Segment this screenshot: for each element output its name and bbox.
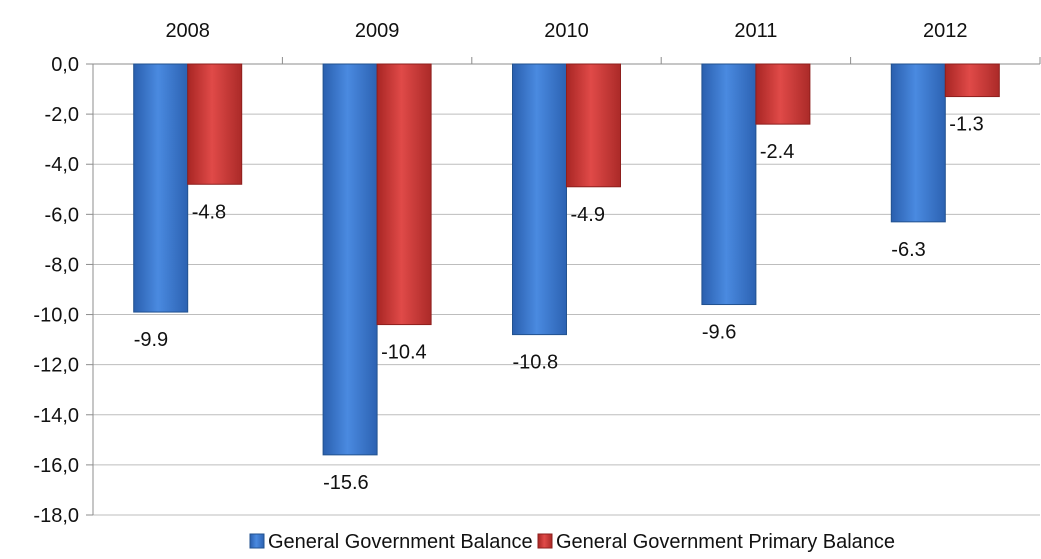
bar-primary-balance: [755, 63, 811, 125]
data-label: -10.4: [381, 342, 427, 364]
data-label: -9.6: [702, 322, 736, 344]
x-tick-label: 2011: [734, 20, 777, 42]
legend-swatch: [537, 533, 553, 549]
data-label: -10.8: [513, 352, 559, 374]
y-tick-label: -10,0: [33, 305, 79, 327]
y-tick-label: -6,0: [45, 204, 79, 226]
y-tick-label: -12,0: [33, 355, 79, 377]
x-tick-label: 2008: [165, 20, 210, 42]
data-label: -2.4: [760, 141, 794, 163]
bar-primary-balance: [187, 63, 243, 185]
data-label: -1.3: [949, 114, 983, 136]
y-tick-label: 0,0: [51, 54, 79, 76]
bar-balance: [133, 63, 189, 313]
bar-balance: [890, 63, 946, 223]
x-tick-label: 2009: [355, 20, 400, 42]
bar-primary-balance: [376, 63, 432, 326]
axes: 0,0 -2,0 -4,0 -6,0 -8,0 -10,0 -12,0 -14,0 -16,0 -…: [33, 20, 1041, 527]
data-labels: -9.9 -4.8 -15.6 -10.4 -10.8 -4.9 -9.6 -2.4 -6.3 -…: [134, 114, 984, 494]
y-tick-label: -14,0: [33, 405, 79, 427]
bar-primary-balance: [566, 63, 621, 188]
y-tick-label: -2,0: [45, 104, 79, 126]
y-tick-label: -18,0: [33, 505, 79, 527]
x-tick-label: 2012: [923, 20, 968, 42]
legend-label: General Government Balance: [268, 531, 533, 553]
bar-balance: [322, 63, 378, 456]
x-tick-label: 2010: [544, 20, 589, 42]
y-tick-label: -8,0: [45, 254, 79, 276]
data-label: -4.8: [192, 201, 226, 223]
bar-primary-balance: [944, 63, 1000, 98]
bar-balance: [701, 63, 757, 306]
data-label: -6.3: [891, 239, 925, 261]
data-label: -9.9: [134, 329, 168, 351]
y-tick-label: -16,0: [33, 455, 79, 477]
data-label: -15.6: [323, 472, 369, 494]
legend-swatch: [249, 533, 265, 549]
bars: [133, 63, 1000, 456]
legend: General Government Balance General Govern…: [249, 531, 895, 553]
bar-balance: [512, 63, 567, 336]
legend-label: General Government Primary Balance: [556, 531, 895, 553]
y-tick-label: -4,0: [45, 154, 79, 176]
data-label: -4.9: [571, 204, 605, 226]
